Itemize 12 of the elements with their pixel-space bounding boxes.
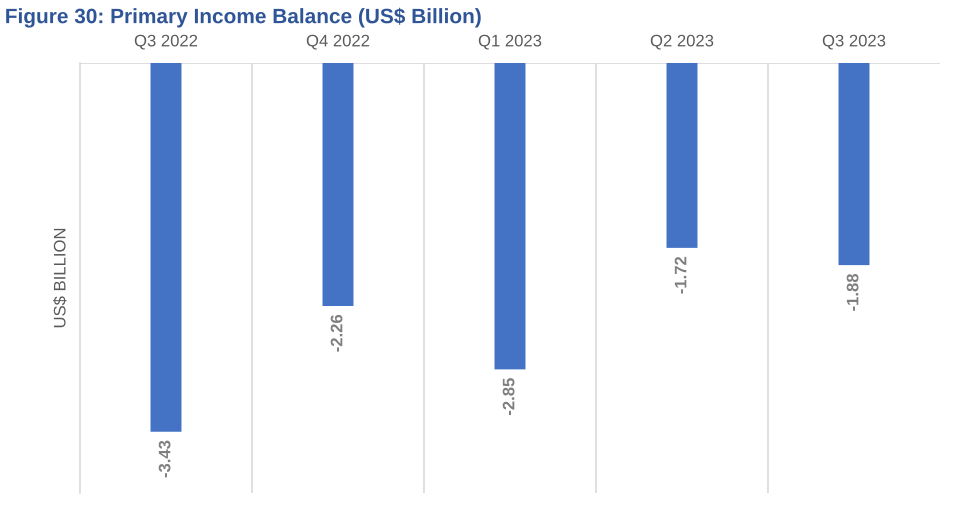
x-tick-label: Q3 2022: [134, 34, 198, 50]
x-tick-label: Q1 2023: [478, 34, 542, 50]
x-tick-label: Q2 2023: [650, 34, 714, 50]
data-label: -2.26: [330, 314, 342, 352]
data-label: -1.88: [846, 274, 858, 311]
chart-title: Figure 30: Primary Income Balance (US$ Billion): [6, 8, 481, 28]
data-label: -1.72: [674, 256, 686, 294]
x-tick-label: Q3 2023: [822, 34, 886, 50]
x-tick-label: Q4 2022: [306, 34, 370, 50]
y-axis-title: US$ BILLION: [53, 228, 67, 328]
data-label: -2.85: [502, 378, 514, 416]
data-label: -3.43: [158, 440, 170, 478]
